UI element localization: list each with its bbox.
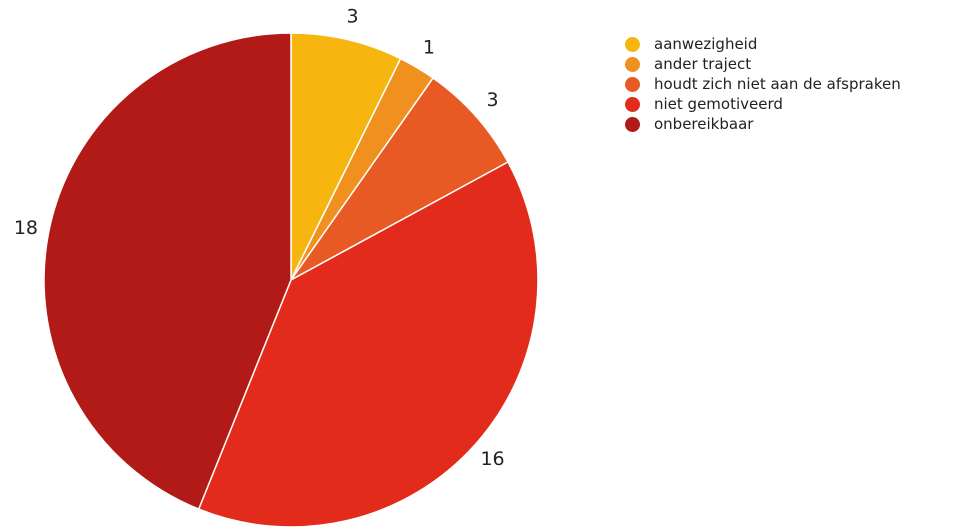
legend-label: onbereikbaar bbox=[654, 115, 754, 133]
pie-slice-houdt-zich-niet-aan-de-afspraken bbox=[290, 76, 510, 281]
legend-item: niet gemotiveerd bbox=[625, 94, 901, 114]
legend: aanwezigheid ander traject houdt zich niet… bbox=[625, 34, 901, 134]
legend-swatch-icon bbox=[625, 76, 640, 92]
pie-slice-niet-gemotiveerd bbox=[197, 160, 539, 528]
legend-item: houdt zich niet aan de afspraken bbox=[625, 74, 901, 94]
legend-swatch-icon bbox=[625, 116, 640, 132]
data-label-ander-traject: 1 bbox=[423, 36, 435, 58]
pie-slice-onbereikbaar bbox=[43, 32, 292, 511]
data-label-niet-gemotiveerd: 16 bbox=[480, 448, 504, 470]
legend-swatch-icon bbox=[625, 36, 640, 52]
legend-swatch-icon bbox=[625, 96, 640, 112]
legend-item: ander traject bbox=[625, 54, 901, 74]
data-label-houdt-zich-niet-aan-de-afspraken: 3 bbox=[487, 89, 499, 111]
legend-item: onbereikbaar bbox=[625, 114, 901, 134]
legend-label: houdt zich niet aan de afspraken bbox=[654, 75, 901, 93]
pie-slice-aanwezigheid bbox=[290, 32, 402, 281]
pie-slices bbox=[43, 32, 539, 528]
pie-data-labels: 3 1 3 16 18 bbox=[14, 6, 505, 471]
data-label-aanwezigheid: 3 bbox=[346, 6, 358, 28]
legend-label: niet gemotiveerd bbox=[654, 95, 783, 113]
legend-swatch-icon bbox=[625, 56, 640, 72]
data-label-onbereikbaar: 18 bbox=[14, 217, 38, 239]
legend-item: aanwezigheid bbox=[625, 34, 901, 54]
legend-label: aanwezigheid bbox=[654, 35, 758, 53]
legend-label: ander traject bbox=[654, 55, 752, 73]
